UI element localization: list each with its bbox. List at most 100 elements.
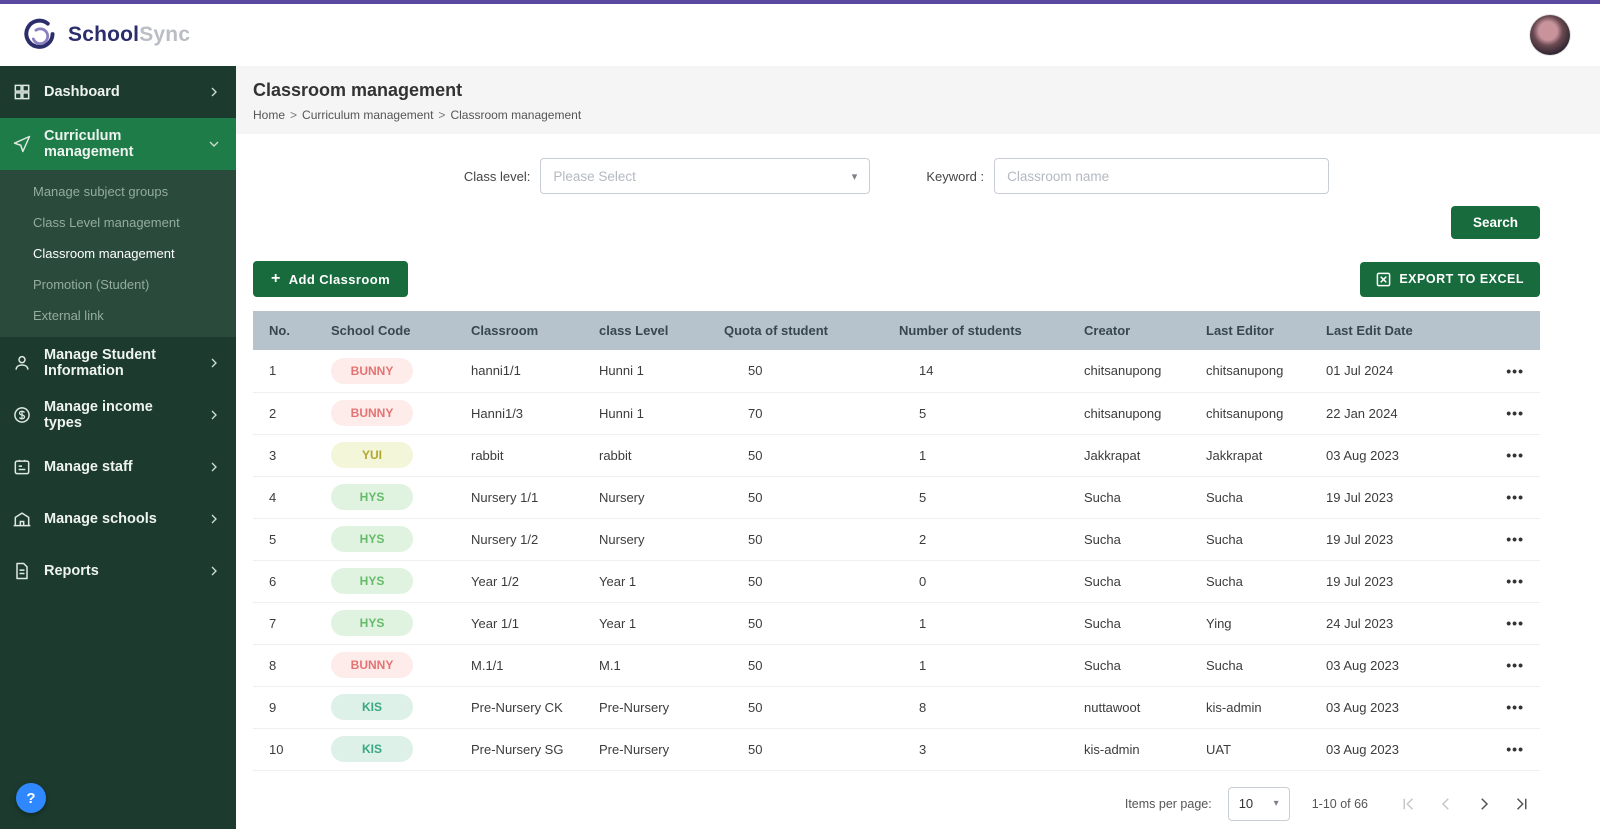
cell-last-editor: Sucha <box>1198 644 1318 687</box>
keyword-input[interactable] <box>994 158 1330 194</box>
chevron-down-icon: ▾ <box>851 170 858 183</box>
brand-name-primary: School <box>68 23 140 46</box>
row-actions-button[interactable]: ••• <box>1504 485 1526 509</box>
school-building-icon <box>12 509 32 529</box>
cell-no: 5 <box>253 518 323 561</box>
col-last-editor: Last Editor <box>1198 311 1318 350</box>
previous-page-button[interactable] <box>1432 790 1460 818</box>
sidebar-item-curriculum-management[interactable]: Curriculum management <box>0 118 236 170</box>
sidebar-item-manage-staff[interactable]: Manage staff <box>0 441 236 493</box>
table-row: 4 HYS Nursery 1/1 Nursery 50 5 Sucha Sucha 19 Ju… <box>253 476 1540 519</box>
row-actions-button[interactable]: ••• <box>1504 653 1526 677</box>
cell-quota: 50 <box>716 350 891 393</box>
next-page-button[interactable] <box>1470 790 1498 818</box>
filter-panel: Class level: Please Select ▾ Keyword : S… <box>253 158 1540 239</box>
cell-student-count: 8 <box>891 686 1076 729</box>
cell-student-count: 14 <box>891 350 1076 393</box>
cell-no: 9 <box>253 686 323 729</box>
school-code-badge: YUI <box>331 442 413 468</box>
col-school-code: School Code <box>323 311 463 350</box>
student-person-icon <box>12 353 32 373</box>
col-classroom: Classroom <box>463 311 591 350</box>
row-actions-button[interactable]: ••• <box>1504 737 1526 761</box>
cell-creator: Sucha <box>1076 644 1198 687</box>
add-classroom-button[interactable]: + Add Classroom <box>253 261 409 297</box>
row-actions-button[interactable]: ••• <box>1504 695 1526 719</box>
search-button[interactable]: Search <box>1450 206 1540 239</box>
sidebar-item-dashboard[interactable]: Dashboard <box>0 66 236 118</box>
table-row: 7 HYS Year 1/1 Year 1 50 1 Sucha Ying 24 Jul 202… <box>253 602 1540 645</box>
cell-student-count: 1 <box>891 434 1076 477</box>
sidebar-item-label: Curriculum management <box>44 128 134 160</box>
sidebar-subitem-manage-subject-groups[interactable]: Manage subject groups <box>33 184 169 199</box>
col-no: No. <box>253 311 323 350</box>
school-code-badge: HYS <box>331 526 413 552</box>
cell-class-level: Hunni 1 <box>591 350 716 393</box>
row-actions-button[interactable]: ••• <box>1504 569 1526 593</box>
first-page-button[interactable] <box>1394 790 1422 818</box>
cell-student-count: 2 <box>891 518 1076 561</box>
classroom-table: No. School Code Classroom class Level Qu… <box>253 311 1540 771</box>
cell-classroom: Pre-Nursery SG <box>463 728 591 771</box>
last-page-button[interactable] <box>1508 790 1536 818</box>
cell-last-editor: Jakkrapat <box>1198 434 1318 477</box>
breadcrumb-item-curriculum-management[interactable]: Curriculum management <box>302 108 434 122</box>
cell-class-level: Nursery <box>591 476 716 519</box>
brand-logo: SchoolSync <box>18 14 190 56</box>
cell-class-level: Nursery <box>591 518 716 561</box>
sidebar-item-label: Reports <box>44 563 99 579</box>
cell-student-count: 5 <box>891 476 1076 519</box>
table-row: 2 BUNNY Hanni1/3 Hunni 1 70 5 chitsanupong chit… <box>253 392 1540 435</box>
cell-class-level: Year 1 <box>591 602 716 645</box>
help-button[interactable]: ? <box>16 783 46 813</box>
breadcrumb-item-home[interactable]: Home <box>253 108 286 122</box>
sidebar-item-label: Manage schools <box>44 511 157 527</box>
sidebar-item-label: Manage staff <box>44 459 133 475</box>
cell-student-count: 1 <box>891 602 1076 645</box>
page-head: Classroom management Home > Curriculum man… <box>236 66 1600 134</box>
row-actions-button[interactable]: ••• <box>1504 611 1526 635</box>
chevron-down-icon: ▾ <box>1273 798 1279 809</box>
topbar: SchoolSync <box>0 4 1600 66</box>
row-actions-button[interactable]: ••• <box>1504 527 1526 551</box>
cell-last-edit-date: 22 Jan 2024 <box>1318 392 1478 435</box>
cell-last-edit-date: 19 Jul 2023 <box>1318 518 1478 561</box>
row-actions-button[interactable]: ••• <box>1504 401 1526 425</box>
cell-quota: 50 <box>716 644 891 687</box>
cell-last-editor: Ying <box>1198 602 1318 645</box>
sidebar-subitem-external-link[interactable]: External link <box>33 308 104 323</box>
class-level-select-placeholder: Please Select <box>553 168 636 184</box>
cell-student-count: 0 <box>891 560 1076 603</box>
cell-last-edit-date: 19 Jul 2023 <box>1318 560 1478 603</box>
school-code-badge: BUNNY <box>331 652 413 678</box>
logo-swirl-icon <box>24 18 55 49</box>
cell-last-edit-date: 19 Jul 2023 <box>1318 476 1478 519</box>
plus-icon: + <box>271 270 281 287</box>
sidebar-submenu: Manage subject groups Class Level managem… <box>0 170 236 337</box>
cell-last-edit-date: 03 Aug 2023 <box>1318 434 1478 477</box>
chevron-right-icon <box>206 355 222 371</box>
pagination: Items per page: 10 ▾ 1-10 of 66 <box>253 771 1540 829</box>
cell-classroom: rabbit <box>463 434 591 477</box>
chevron-right-icon <box>206 84 222 100</box>
sidebar-subitem-classroom-management[interactable]: Classroom management <box>33 246 175 261</box>
cell-no: 7 <box>253 602 323 645</box>
row-actions-button[interactable]: ••• <box>1504 359 1526 383</box>
row-actions-button[interactable]: ••• <box>1504 443 1526 467</box>
sidebar-item-reports[interactable]: Reports <box>0 545 236 597</box>
sidebar-item-manage-income-types[interactable]: Manage income types <box>0 389 236 441</box>
sidebar-item-manage-schools[interactable]: Manage schools <box>0 493 236 545</box>
items-per-page-select[interactable]: 10 ▾ <box>1227 786 1290 821</box>
sidebar: Dashboard Curriculum management Manage sub… <box>0 66 236 829</box>
sidebar-item-manage-student-information[interactable]: Manage Student Information <box>0 337 236 389</box>
sidebar-subitem-promotion-student[interactable]: Promotion (Student) <box>33 277 150 292</box>
cell-creator: Sucha <box>1076 476 1198 519</box>
sidebar-subitem-class-level-management[interactable]: Class Level management <box>33 215 180 230</box>
export-to-excel-button[interactable]: EXPORT TO EXCEL <box>1360 261 1540 297</box>
class-level-select[interactable]: Please Select ▾ <box>540 158 871 194</box>
user-avatar[interactable] <box>1530 15 1570 55</box>
cell-creator: chitsanupong <box>1076 350 1198 393</box>
chevron-right-icon <box>1481 797 1489 810</box>
keyword-label: Keyword : <box>926 168 985 184</box>
col-creator: Creator <box>1076 311 1198 350</box>
